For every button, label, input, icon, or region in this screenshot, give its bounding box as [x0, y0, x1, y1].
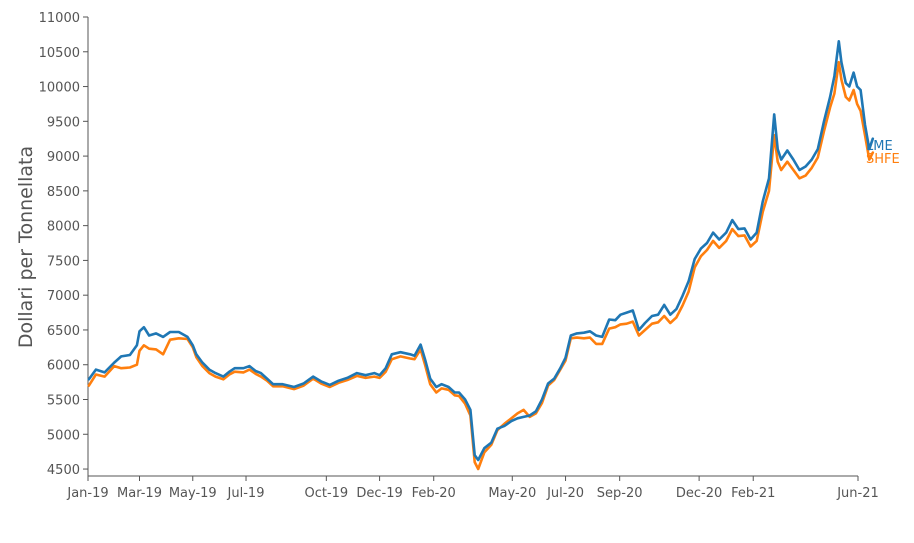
- plot-area: [87, 39, 875, 471]
- y-tick-label: 5000: [47, 428, 80, 443]
- y-tick-label: 7000: [47, 289, 80, 304]
- y-tick-label: 9500: [47, 115, 80, 130]
- y-tick-label: 10000: [39, 81, 80, 96]
- x-tick-label: Dec-20: [676, 486, 722, 501]
- y-tick-label: 5500: [47, 394, 80, 409]
- series-line-lme: [87, 39, 875, 462]
- x-tick-label: Oct-19: [304, 486, 348, 501]
- x-tick-label: May-20: [488, 486, 536, 501]
- series-label-shfe: SHFE: [866, 152, 900, 167]
- x-tick-label: Jun-21: [836, 486, 879, 501]
- y-tick-label: 6500: [47, 324, 80, 339]
- x-tick-label: Feb-20: [412, 486, 456, 501]
- x-tick-label: Jul-20: [546, 486, 584, 501]
- y-tick-label: 9000: [47, 150, 80, 165]
- y-tick-label: 6000: [47, 359, 80, 374]
- x-axis: Jan-19 Mar-19 May-19 Jul-19 Oct-19 Dec-19 Feb-…: [66, 475, 879, 501]
- y-tick-label: 8000: [47, 220, 80, 235]
- y-tick-label: 8500: [47, 185, 80, 200]
- x-tick-label: Feb-21: [731, 486, 775, 501]
- y-tick-label: 11000: [39, 11, 80, 26]
- series-label-lme: LME: [866, 139, 893, 154]
- y-axis: 4500 5000 5500 6000 6500 7000 7500 8000 8500 9000…: [39, 11, 89, 478]
- y-tick-label: 10500: [39, 46, 80, 61]
- x-tick-label: Dec-19: [356, 486, 402, 501]
- y-tick-label: 7500: [47, 254, 80, 269]
- x-tick-label: Jan-19: [66, 486, 108, 501]
- x-tick-label: Jul-19: [227, 486, 265, 501]
- y-axis-label: Dollari per Tonnellata: [15, 146, 37, 348]
- y-tick-label: 4500: [47, 463, 80, 478]
- x-tick-label: May-19: [169, 486, 217, 501]
- x-tick-label: Mar-19: [117, 486, 162, 501]
- x-tick-label: Sep-20: [597, 486, 643, 501]
- series-line-shfe: [87, 60, 875, 471]
